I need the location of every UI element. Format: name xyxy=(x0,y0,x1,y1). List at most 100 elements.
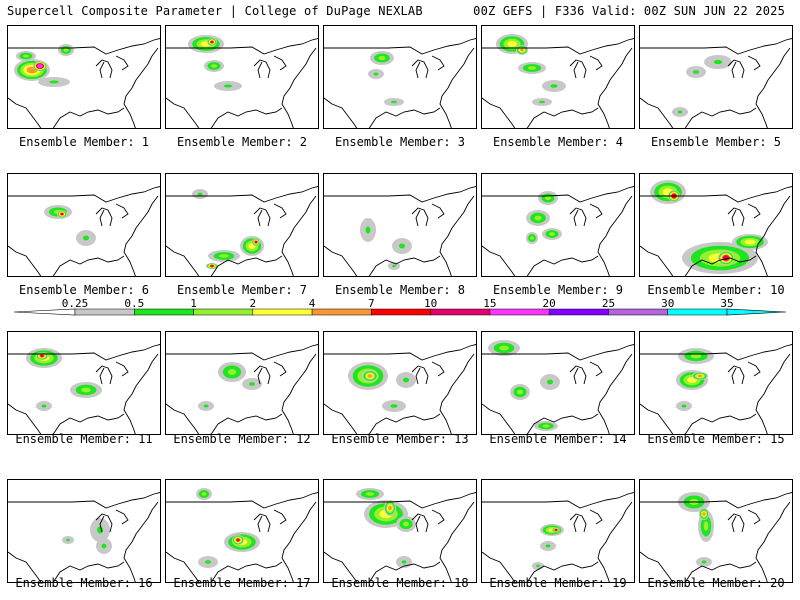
scp-contour xyxy=(690,353,702,359)
scp-contour xyxy=(527,66,537,70)
member-label: Ensemble Member: 20 xyxy=(647,576,785,590)
state-border-line xyxy=(755,501,791,582)
member-label: Ensemble Member: 1 xyxy=(18,135,150,149)
scp-contour xyxy=(101,543,107,549)
state-border-line xyxy=(597,501,633,582)
ensemble-member-map xyxy=(323,25,477,129)
map-canvas xyxy=(482,34,634,128)
state-border-line xyxy=(324,403,358,434)
scp-contour xyxy=(499,345,509,351)
ensemble-member-map xyxy=(639,331,793,435)
state-border-line xyxy=(95,513,113,533)
state-border-line xyxy=(747,361,761,377)
state-border-line xyxy=(482,344,634,361)
scp-contour xyxy=(536,564,540,568)
state-border-line xyxy=(640,551,674,582)
ensemble-member-map xyxy=(7,479,161,583)
colorbar-swatch xyxy=(252,308,313,316)
colorbar-swatch xyxy=(548,308,609,316)
state-border-line xyxy=(640,186,792,203)
state-border-line xyxy=(166,97,200,128)
state-border-line xyxy=(99,61,105,79)
state-border-line xyxy=(684,413,757,434)
colorbar-tick-label: 0.5 xyxy=(124,297,145,310)
state-border-line xyxy=(115,509,129,525)
scp-contour xyxy=(378,55,386,61)
colorbar-swatch xyxy=(430,308,491,316)
state-border-line xyxy=(166,186,318,203)
state-border-line xyxy=(415,61,421,79)
scp-contour xyxy=(702,512,706,516)
scp-contour xyxy=(388,505,392,511)
ensemble-member-map xyxy=(323,479,477,583)
state-border-line xyxy=(640,492,792,509)
state-border-line xyxy=(8,97,42,128)
state-border-line xyxy=(569,365,587,385)
map-canvas xyxy=(8,38,160,128)
map-canvas xyxy=(324,186,476,276)
scp-contour xyxy=(365,226,371,234)
state-border-line xyxy=(569,513,587,533)
colorbar-tick-label: 25 xyxy=(601,297,616,310)
state-border-line xyxy=(640,245,674,276)
colorbar-swatch xyxy=(371,308,431,316)
state-border-line xyxy=(273,55,287,71)
colorbar-tick-label: 0.25 xyxy=(61,297,89,310)
state-border-line xyxy=(166,38,318,55)
state-border-line xyxy=(123,47,159,128)
state-border-line xyxy=(482,97,516,128)
state-border-line xyxy=(589,509,603,525)
scp-contour xyxy=(703,521,709,531)
scp-contour xyxy=(63,48,69,52)
ensemble-member-map xyxy=(481,25,635,129)
state-border-line xyxy=(569,59,587,79)
scp-contour xyxy=(539,100,545,104)
map-canvas xyxy=(640,180,792,276)
state-border-line xyxy=(439,47,475,128)
ensemble-member-map xyxy=(323,173,477,277)
colorbar-tick-label: 10 xyxy=(424,297,438,310)
state-border-line xyxy=(482,551,516,582)
ensemble-member-map xyxy=(481,479,635,583)
scp-contour xyxy=(401,560,407,564)
state-border-line xyxy=(281,47,317,128)
state-border-line xyxy=(273,203,287,219)
state-border-line xyxy=(95,207,113,227)
member-label: Ensemble Member: 18 xyxy=(331,576,469,590)
state-border-line xyxy=(597,47,633,128)
state-border-line xyxy=(431,203,445,219)
member-label: Ensemble Member: 14 xyxy=(489,432,627,446)
ensemble-member-map xyxy=(481,173,635,277)
map-canvas xyxy=(640,38,792,128)
scp-contour xyxy=(681,404,687,408)
state-border-line xyxy=(482,492,634,509)
ensemble-member-map xyxy=(165,173,319,277)
state-border-line xyxy=(210,561,283,582)
state-border-line xyxy=(526,413,599,434)
scp-contour xyxy=(554,528,558,532)
scp-contour xyxy=(210,264,214,268)
map-canvas xyxy=(482,340,634,434)
state-border-line xyxy=(123,195,159,276)
scp-contour xyxy=(693,70,699,74)
ensemble-member-map xyxy=(165,479,319,583)
state-border-line xyxy=(368,413,441,434)
map-canvas xyxy=(166,488,318,582)
scp-contour xyxy=(249,382,255,386)
map-canvas xyxy=(324,344,476,434)
state-border-line xyxy=(324,492,476,509)
state-border-line xyxy=(589,203,603,219)
state-border-line xyxy=(8,551,42,582)
scp-contour xyxy=(403,377,409,383)
member-label: Ensemble Member: 3 xyxy=(334,135,466,149)
scp-contour xyxy=(205,560,211,564)
state-border-line xyxy=(123,501,159,582)
state-border-line xyxy=(755,195,791,276)
state-border-line xyxy=(597,195,633,276)
state-border-line xyxy=(166,492,318,509)
state-border-line xyxy=(166,551,200,582)
state-border-line xyxy=(115,361,129,377)
scp-contour xyxy=(40,354,44,358)
scp-contour xyxy=(254,240,258,244)
state-border-line xyxy=(257,515,263,533)
